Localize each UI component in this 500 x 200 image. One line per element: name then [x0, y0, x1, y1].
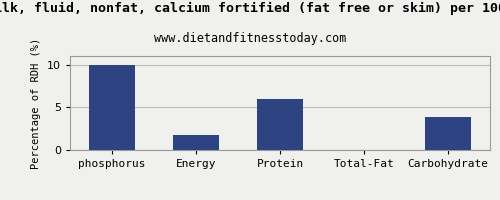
- Text: Milk, fluid, nonfat, calcium fortified (fat free or skim) per 100g: Milk, fluid, nonfat, calcium fortified (…: [0, 2, 500, 15]
- Bar: [257, 99, 303, 150]
- Y-axis label: Percentage of RDH (%): Percentage of RDH (%): [32, 37, 42, 169]
- Bar: [173, 135, 219, 150]
- Bar: [89, 65, 135, 150]
- Bar: [425, 117, 471, 150]
- Text: www.dietandfitnesstoday.com: www.dietandfitnesstoday.com: [154, 32, 346, 45]
